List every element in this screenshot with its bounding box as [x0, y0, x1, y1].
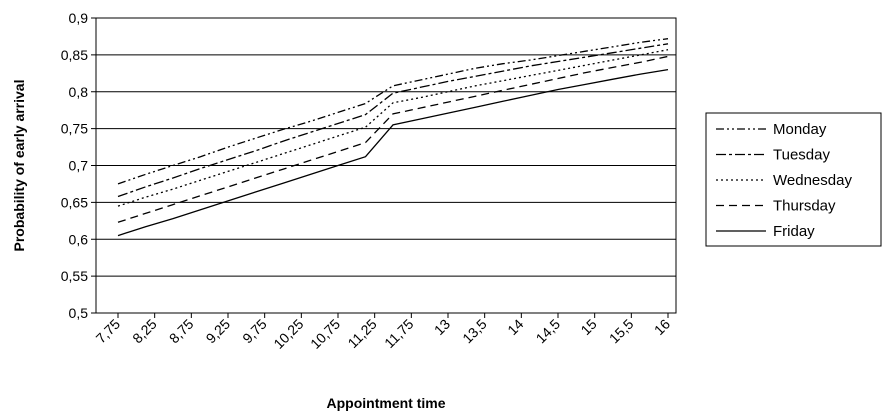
- y-tick-label: 0,5: [69, 305, 89, 321]
- x-tick-label: 14,5: [533, 316, 564, 347]
- x-tick-label: 10,25: [270, 316, 306, 352]
- x-tick-label: 8,75: [166, 316, 197, 347]
- y-tick-label: 0,85: [61, 47, 88, 63]
- x-tick-label: 15,5: [606, 316, 637, 347]
- series-lines: [117, 38, 669, 237]
- y-tick-label: 0,75: [61, 121, 88, 137]
- series-line-tuesday: [117, 43, 669, 198]
- x-tick-label: 13: [431, 316, 453, 338]
- legend-label-friday: Friday: [773, 223, 815, 240]
- y-tick-label: 0,9: [69, 10, 89, 26]
- legend-label-monday: Monday: [773, 121, 827, 138]
- x-tick-label: 15: [577, 316, 599, 338]
- y-tick-label: 0,8: [69, 84, 89, 100]
- series-line-friday: [117, 68, 669, 237]
- y-axis-title: Probability of early arrival: [11, 80, 27, 252]
- y-tick-label: 0,6: [69, 231, 89, 247]
- gridlines: [96, 54, 676, 277]
- y-axis-ticks: 0,5 0,55 0,6 0,65 0,7 0,75 0,8 0,85 0,9: [61, 10, 96, 321]
- x-tick-label: 8,25: [129, 316, 160, 347]
- x-axis-title: Appointment time: [327, 395, 446, 411]
- x-tick-label: 14: [504, 316, 526, 338]
- series-line-thursday: [117, 55, 669, 223]
- legend-label-tuesday: Tuesday: [773, 147, 830, 164]
- x-tick-label: 9,25: [203, 316, 234, 347]
- y-tick-label: 0,7: [69, 158, 89, 174]
- x-axis-ticks: 7,75 8,25 8,75 9,25 9,75 10,25 10,75 11,25 11,75…: [93, 313, 673, 352]
- x-tick-label: 11,25: [344, 316, 380, 352]
- legend: Monday Tuesday Wednesday Thursday Friday: [705, 112, 882, 247]
- x-tick-label: 7,75: [93, 316, 124, 347]
- x-tick-label: 16: [651, 316, 673, 338]
- y-tick-label: 0,65: [61, 194, 88, 210]
- y-tick-label: 0,55: [61, 268, 88, 284]
- series-line-wednesday: [117, 49, 669, 207]
- x-tick-label: 10,75: [307, 316, 343, 352]
- series-line-monday: [117, 38, 669, 185]
- legend-label-wednesday: Wednesday: [773, 172, 852, 189]
- x-tick-label: 9,75: [239, 316, 270, 347]
- legend-label-thursday: Thursday: [773, 198, 836, 215]
- legend-box: [705, 112, 882, 247]
- x-tick-label: 11,75: [381, 316, 417, 352]
- x-tick-label: 13,5: [459, 316, 490, 347]
